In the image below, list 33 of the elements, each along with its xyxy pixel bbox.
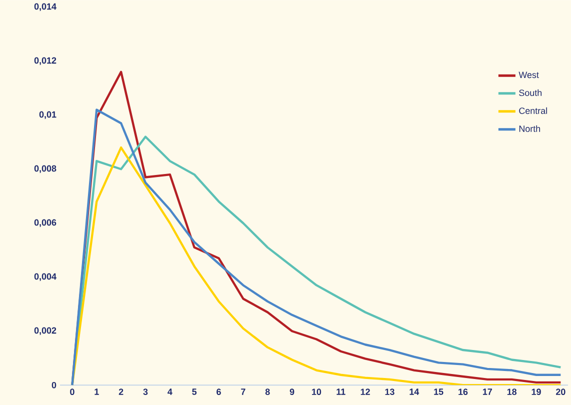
x-tick-label: 16 — [458, 388, 468, 395]
y-tick-label: 0,004 — [34, 273, 56, 281]
x-tick-label: 6 — [216, 388, 221, 395]
y-tick-label: 0,002 — [34, 327, 56, 335]
y-tick-label: 0,012 — [34, 57, 56, 65]
x-tick-label: 18 — [507, 388, 517, 395]
x-tick-label: 11 — [336, 388, 346, 395]
legend-label: South — [519, 89, 542, 96]
y-tick-label: 0,006 — [34, 219, 56, 227]
y-tick-label: 0,014 — [34, 3, 56, 11]
x-tick-label: 20 — [556, 388, 566, 395]
legend-label: Central — [519, 107, 547, 114]
x-tick-label: 15 — [434, 388, 444, 395]
legend-label: North — [519, 125, 540, 132]
x-tick-label: 19 — [532, 388, 541, 395]
legend-label: West — [518, 72, 539, 78]
x-tick-label: 10 — [312, 388, 322, 395]
y-tick-label: 0,008 — [34, 165, 56, 173]
y-tick-label: 0 — [52, 382, 56, 388]
x-tick-label: 9 — [290, 388, 294, 395]
x-tick-label: 8 — [265, 388, 270, 395]
x-tick-label: 2 — [118, 388, 124, 395]
x-tick-label: 4 — [168, 388, 172, 395]
x-tick-label: 12 — [360, 388, 370, 395]
y-tick-label: 0,01 — [39, 111, 56, 119]
x-tick-label: 13 — [385, 388, 394, 395]
x-tick-label: 5 — [192, 388, 197, 395]
x-tick-label: 3 — [143, 388, 148, 395]
x-tick-label: 14 — [410, 388, 420, 395]
x-tick-label: 17 — [482, 388, 492, 395]
x-tick-label: 0 — [70, 388, 74, 395]
x-tick-label: 1 — [94, 388, 99, 395]
x-tick-label: 7 — [241, 388, 246, 395]
